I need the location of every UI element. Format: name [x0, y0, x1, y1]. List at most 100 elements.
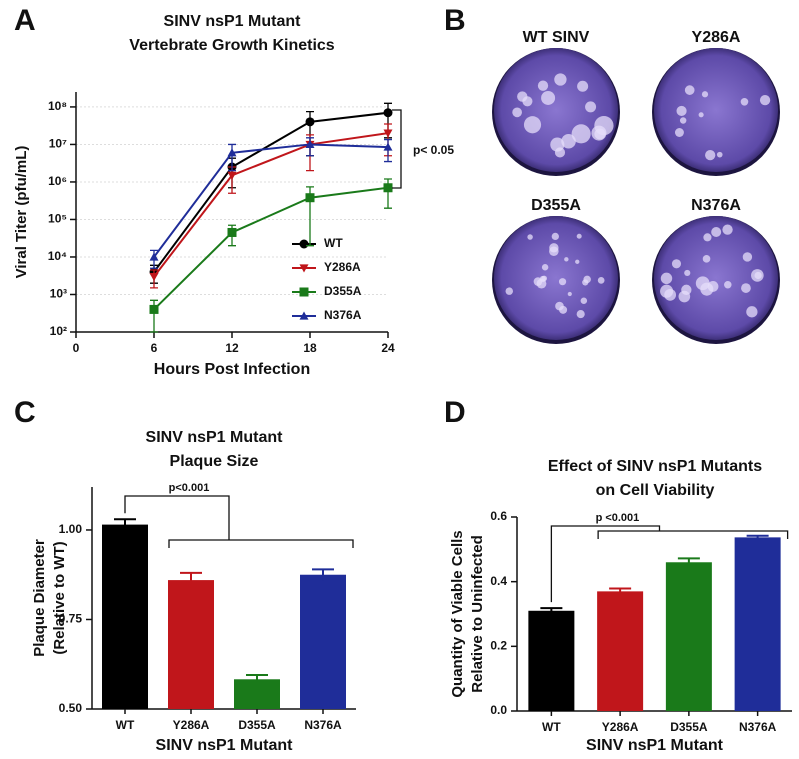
plaque: [549, 243, 559, 253]
series-line: [153, 143, 389, 258]
y-tick-label: 10⁵: [48, 212, 67, 226]
x-tick-label: N376A: [739, 720, 777, 734]
error-bar: [114, 518, 136, 530]
x-tick-label: 0: [73, 341, 80, 355]
chart-title: SINV nsP1 Mutant: [146, 429, 284, 446]
y-axis-label: Plaque Diameter: [31, 539, 48, 657]
legend-label: WT: [324, 236, 343, 250]
marker: [383, 129, 393, 138]
y-axis-label: Relative to Uninfected: [469, 535, 486, 693]
plaque: [703, 233, 712, 242]
plaque: [585, 101, 597, 113]
plaque: [705, 150, 716, 161]
plaque: [724, 281, 732, 289]
annotation: p <0.001: [596, 512, 640, 524]
x-tick-label: N376A: [304, 718, 342, 732]
y-tick-label: 10³: [50, 287, 67, 301]
significance-bracket: [124, 495, 354, 548]
plaque: [679, 117, 687, 124]
plaque: [505, 287, 514, 295]
series-line: [153, 186, 389, 311]
significance-bracket: [550, 525, 789, 603]
plaque: [716, 151, 723, 158]
plaque: [740, 97, 749, 106]
bar: [234, 679, 280, 709]
x-axis-label: Hours Post Infection: [154, 361, 310, 378]
error-bar: [180, 571, 202, 588]
panel-letter: B: [444, 4, 466, 37]
x-tick-label: WT: [116, 718, 135, 732]
error-bar: [312, 568, 334, 581]
legend-marker: [299, 239, 309, 249]
plaque: [583, 275, 591, 284]
marker: [305, 117, 315, 127]
plaque: [722, 224, 733, 235]
marker: [149, 304, 159, 314]
y-axis-label: Viral Titer (pfu/mL): [13, 146, 30, 279]
image-label: N376A: [691, 197, 741, 214]
plaque: [695, 276, 710, 291]
plaque: [541, 264, 549, 271]
plaque: [674, 128, 684, 137]
marker: [383, 183, 393, 193]
plaque: [564, 257, 569, 262]
plaque: [576, 310, 585, 319]
annotation: p<0.001: [169, 482, 210, 494]
plaque: [576, 233, 582, 239]
x-axis-label: SINV nsP1 Mutant: [586, 737, 724, 754]
plaque: [512, 107, 522, 118]
marker: [383, 108, 393, 118]
y-tick-label: 10⁴: [48, 249, 67, 263]
bar: [597, 591, 644, 711]
plaque: [554, 147, 566, 158]
y-tick-label: 0.75: [59, 612, 83, 626]
y-tick-label: 10⁶: [48, 174, 67, 188]
y-tick-label: 0.50: [59, 701, 83, 715]
plaque: [678, 290, 691, 303]
x-tick-label: 24: [381, 341, 395, 355]
plaque: [759, 94, 771, 106]
plaque: [701, 91, 709, 98]
marker: [149, 272, 159, 282]
marker: [227, 171, 237, 180]
panel-letter: A: [14, 4, 36, 37]
bar: [528, 610, 575, 711]
y-tick-label: 10⁷: [49, 137, 67, 151]
plaque: [561, 133, 576, 149]
y-tick-label: 0.6: [490, 509, 507, 523]
plaque: [537, 80, 549, 91]
error-bar: [677, 557, 700, 567]
chart-title: Vertebrate Growth Kinetics: [129, 37, 334, 54]
image-label: WT SINV: [523, 29, 590, 46]
x-axis-label: SINV nsP1 Mutant: [156, 737, 294, 754]
chart-title: Effect of SINV nsP1 Mutants: [548, 458, 762, 475]
x-tick-label: Y286A: [602, 720, 639, 734]
legend-label: Y286A: [324, 260, 361, 274]
y-tick-label: 10²: [50, 324, 67, 338]
plaque: [527, 234, 533, 240]
panel-letter: D: [444, 396, 466, 429]
plaque: [580, 297, 588, 305]
marker: [227, 227, 237, 237]
plaque: [571, 124, 591, 144]
plaque: [594, 128, 606, 140]
series-line: [153, 111, 389, 273]
y-axis-label: Quantity of Viable Cells: [449, 530, 466, 697]
error-bar: [746, 534, 769, 539]
y-tick-label: 0.4: [490, 574, 507, 588]
bar: [734, 537, 781, 711]
plaque: [741, 283, 751, 293]
series-line: [153, 132, 389, 278]
plaque: [577, 80, 589, 92]
plaque: [660, 272, 673, 285]
plaque: [558, 278, 567, 286]
plaque: [684, 85, 695, 95]
bar: [168, 580, 214, 709]
annotation: p< 0.05: [413, 143, 454, 157]
plaque: [754, 271, 762, 280]
plaque: [707, 281, 719, 292]
x-tick-label: 6: [151, 341, 158, 355]
marker: [305, 139, 315, 149]
x-tick-label: WT: [542, 720, 561, 734]
plaque: [555, 301, 564, 311]
